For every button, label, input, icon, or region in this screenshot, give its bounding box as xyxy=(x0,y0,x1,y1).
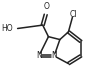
Text: HO: HO xyxy=(2,24,13,33)
Text: O: O xyxy=(44,2,49,11)
Text: Cl: Cl xyxy=(69,10,77,19)
Text: N: N xyxy=(51,51,57,60)
Text: N: N xyxy=(36,51,42,60)
